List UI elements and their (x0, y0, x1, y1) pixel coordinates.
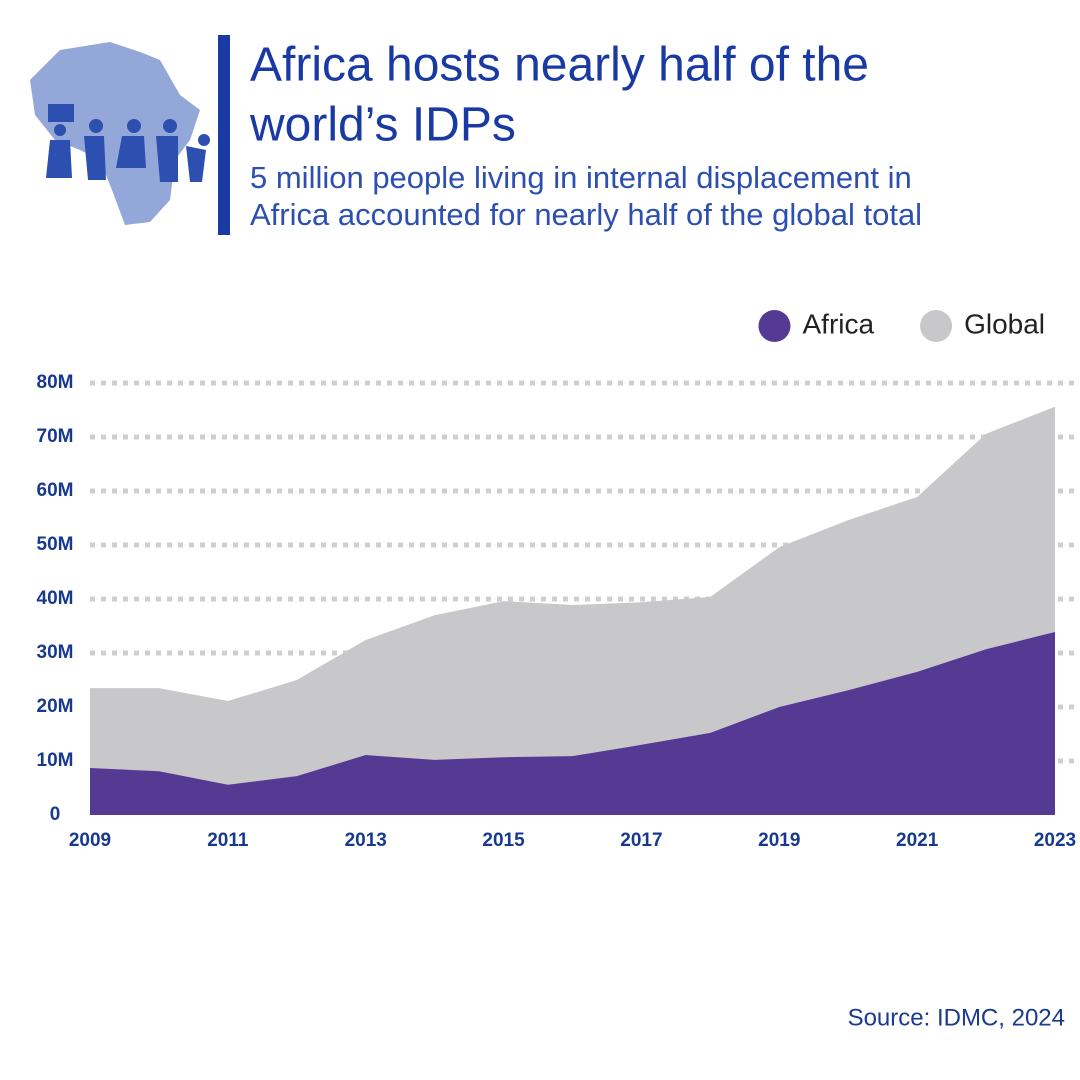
x-tick-label: 2013 (345, 830, 387, 851)
body (116, 136, 146, 168)
accent-bar (218, 35, 230, 235)
legend-label: Africa (802, 308, 874, 339)
x-tick-label: 2023 (1034, 830, 1076, 851)
body (46, 140, 72, 178)
head (54, 124, 66, 136)
x-tick-label: 2017 (620, 830, 662, 851)
y-tick-label: 10M (37, 750, 74, 771)
africa-icon (30, 42, 210, 225)
subtitle: 5 million people living in internal disp… (250, 160, 912, 195)
x-tick-label: 2019 (758, 830, 800, 851)
chart-title: Africa hosts nearly half of the (250, 39, 869, 92)
area (90, 631, 1055, 815)
legend-swatch (920, 310, 953, 342)
body (156, 136, 178, 182)
africa-map (30, 42, 200, 225)
y-tick-label: 70M (37, 426, 74, 447)
x-tick-label: 2015 (482, 830, 525, 851)
y-tick-label: 50M (37, 534, 74, 555)
y-tick-label: 60M (37, 480, 74, 501)
body (186, 146, 206, 182)
box (48, 104, 74, 122)
source: Source: IDMC, 2024 (848, 1004, 1065, 1031)
y-tick-label: 30M (37, 642, 74, 663)
x-tick-label: 2021 (896, 830, 939, 851)
people (46, 104, 210, 182)
subtitle: Africa accounted for nearly half of the … (250, 197, 922, 232)
x-tick-label: 2011 (207, 830, 249, 851)
head (89, 119, 103, 133)
legend-label: Global (964, 308, 1045, 339)
y-tick-label: 20M (37, 696, 74, 717)
y-tick-label: 0 (50, 804, 61, 825)
body (84, 136, 106, 180)
head (198, 134, 210, 146)
y-tick-label: 40M (37, 588, 74, 609)
head (127, 119, 141, 133)
x-tick-label: 2009 (69, 830, 111, 851)
legend-swatch (758, 310, 791, 342)
y-tick-label: 80M (37, 372, 74, 393)
chart-title: world’s IDPs (249, 99, 516, 152)
head (163, 119, 177, 133)
